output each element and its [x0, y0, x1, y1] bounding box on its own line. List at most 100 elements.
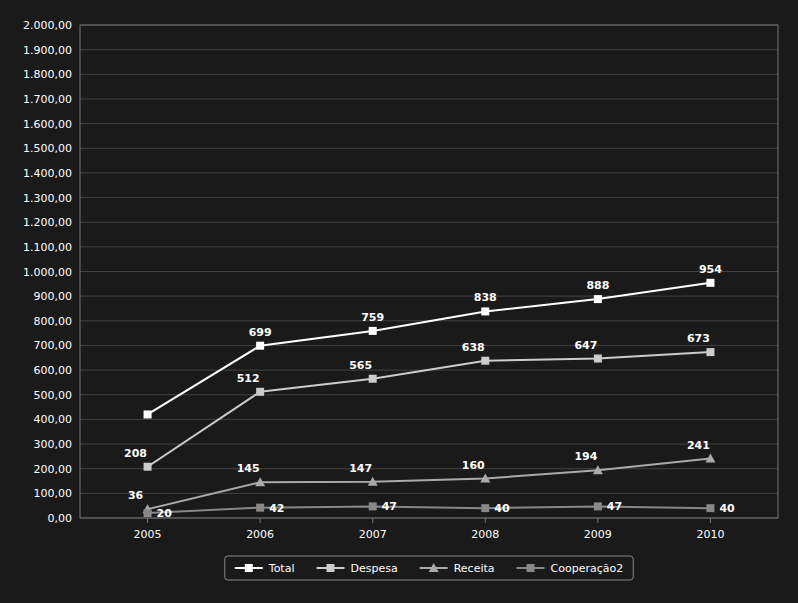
point-marker: [369, 327, 377, 335]
x-tick-label: 2010: [696, 528, 724, 541]
point-marker: [480, 474, 490, 483]
grid-line: [80, 468, 778, 469]
plot-area: [143, 279, 716, 517]
y-tick-label: 1.400,00: [23, 167, 72, 180]
data-label: 20: [157, 507, 173, 520]
data-label: 40: [719, 502, 735, 515]
point-marker: [706, 504, 714, 512]
series-line: [148, 459, 711, 510]
grid-line: [80, 394, 778, 395]
series-line: [148, 352, 711, 467]
legend-label: Despesa: [350, 562, 397, 575]
y-tick-label: 1.800,00: [23, 68, 72, 81]
y-tick-label: 700,00: [34, 339, 73, 352]
grid-line: [80, 123, 778, 124]
x-tick: [260, 518, 261, 523]
grid-line: [80, 49, 778, 50]
grid-line: [80, 345, 778, 346]
legend-label: Cooperação2: [551, 562, 624, 575]
data-label: 42: [269, 502, 284, 515]
series-line: [148, 283, 711, 415]
grid-line: [80, 197, 778, 198]
grid-line: [80, 296, 778, 297]
data-label: 194: [574, 450, 597, 463]
y-tick-label: 100,00: [34, 487, 73, 500]
point-marker: [705, 454, 715, 463]
data-label: 647: [574, 339, 597, 352]
y-tick-label: 600,00: [34, 364, 73, 377]
background: [0, 0, 798, 603]
y-tick-label: 1.100,00: [23, 241, 72, 254]
data-label: 699: [249, 326, 272, 339]
data-label: 40: [494, 502, 510, 515]
x-tick: [710, 518, 711, 523]
y-tick-label: 900,00: [34, 290, 73, 303]
grid-line: [80, 74, 778, 75]
legend-marker: [429, 563, 439, 572]
data-label: 838: [474, 291, 497, 304]
data-label: 954: [699, 263, 722, 276]
y-tick-label: 1.700,00: [23, 93, 72, 106]
point-marker: [369, 502, 377, 510]
point-marker: [255, 477, 265, 486]
y-tick-label: 1.200,00: [23, 216, 72, 229]
x-tick-label: 2006: [246, 528, 274, 541]
y-tick-label: 2.000,00: [23, 19, 72, 32]
data-labels: 6997598388889542085125656386476733614514…: [124, 263, 735, 520]
point-marker: [594, 502, 602, 510]
y-tick-label: 1.300,00: [23, 192, 72, 205]
data-label: 888: [586, 279, 609, 292]
data-label: 36: [128, 489, 144, 502]
legend-label: Total: [268, 562, 295, 575]
point-marker: [481, 357, 489, 365]
point-marker: [144, 410, 152, 418]
point-marker: [706, 348, 714, 356]
legend-item: Cooperação2: [517, 562, 624, 575]
point-marker: [481, 504, 489, 512]
grid-line: [80, 98, 778, 99]
y-tick-label: 1.000,00: [23, 266, 72, 279]
point-marker: [256, 342, 264, 350]
y-tick-label: 1.600,00: [23, 118, 72, 131]
x-tick-label: 2008: [471, 528, 499, 541]
grid-line: [80, 222, 778, 223]
data-label: 512: [237, 372, 260, 385]
data-label: 160: [462, 459, 485, 472]
legend-item: Receita: [420, 562, 495, 575]
point-marker: [594, 355, 602, 363]
y-tick-label: 400,00: [34, 413, 73, 426]
legend-item: Total: [235, 562, 295, 575]
legend-label: Receita: [454, 562, 495, 575]
y-tick-label: 1.500,00: [23, 142, 72, 155]
grid-line: [80, 444, 778, 445]
data-label: 673: [687, 332, 710, 345]
legend: Total Despesa Receita Cooperação2: [225, 556, 633, 580]
data-label: 208: [124, 447, 147, 460]
y-tick-label: 200,00: [34, 463, 73, 476]
legend-box: [225, 556, 633, 580]
y-tick-label: 1.900,00: [23, 44, 72, 57]
data-label: 638: [462, 341, 485, 354]
data-label: 147: [349, 462, 372, 475]
plot-frame: [80, 25, 778, 518]
data-label: 47: [607, 500, 622, 513]
point-marker: [594, 295, 602, 303]
point-marker: [368, 477, 378, 486]
x-tick: [597, 518, 598, 523]
grid-line: [80, 148, 778, 149]
data-label: 759: [361, 311, 384, 324]
x-tick-label: 2009: [584, 528, 612, 541]
x-tick: [372, 518, 373, 523]
grid-line: [80, 271, 778, 272]
point-marker: [481, 307, 489, 315]
x-tick-label: 2005: [134, 528, 162, 541]
data-label: 47: [382, 500, 397, 513]
x-tick: [147, 518, 148, 523]
point-marker: [144, 463, 152, 471]
point-marker: [256, 504, 264, 512]
data-label: 145: [237, 462, 260, 475]
x-tick: [485, 518, 486, 523]
grid-line: [80, 246, 778, 247]
legend-marker: [245, 564, 253, 572]
point-marker: [144, 509, 152, 517]
